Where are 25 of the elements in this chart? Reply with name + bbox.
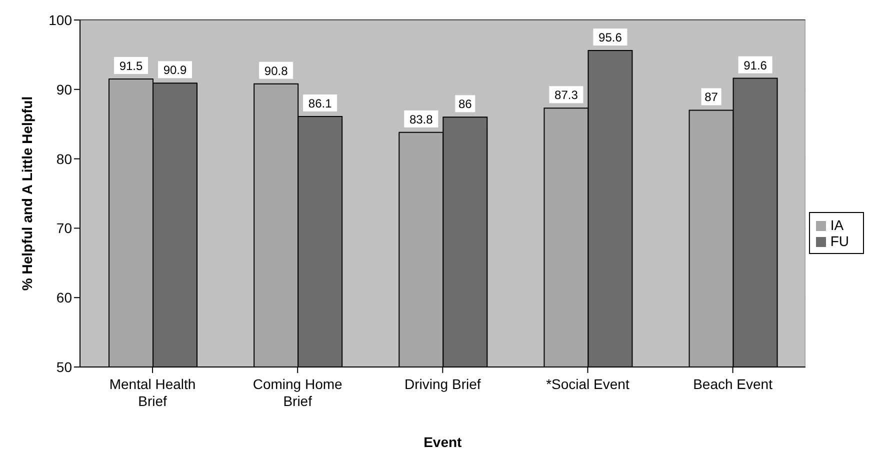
legend-label: FU xyxy=(830,232,849,248)
y-tick-label: 100 xyxy=(48,12,72,28)
x-tick-label: Coming Home Brief xyxy=(252,376,343,409)
legend-label: IA xyxy=(830,216,844,232)
y-tick-label: 50 xyxy=(56,358,72,375)
x-tick-label: Driving Brief xyxy=(404,376,481,392)
data-label: 91.5 xyxy=(119,58,144,73)
data-label: 83.8 xyxy=(409,112,434,126)
y-tick-label: 90 xyxy=(56,81,72,98)
y-tick-label: 60 xyxy=(56,290,72,306)
x-tick-label: Mental Health Brief xyxy=(109,376,196,409)
data-label: 86 xyxy=(458,97,472,112)
data-label: 86.1 xyxy=(308,96,332,110)
data-label: 90.9 xyxy=(163,63,188,78)
data-label: 90.8 xyxy=(264,64,288,78)
x-tick-label: *Social Event xyxy=(546,376,630,392)
y-tick-label: 80 xyxy=(56,150,72,167)
y-axis-title: % Helpful and A Little Helpful xyxy=(18,96,35,291)
data-label: 91.6 xyxy=(744,58,768,72)
y-tick-label: 70 xyxy=(56,220,72,236)
data-label: 87.3 xyxy=(554,88,578,102)
data-label: 87 xyxy=(704,90,718,104)
x-tick-label: Beach Event xyxy=(693,376,773,392)
data-label: 95.6 xyxy=(598,30,622,45)
x-axis-title: Event xyxy=(424,434,462,450)
